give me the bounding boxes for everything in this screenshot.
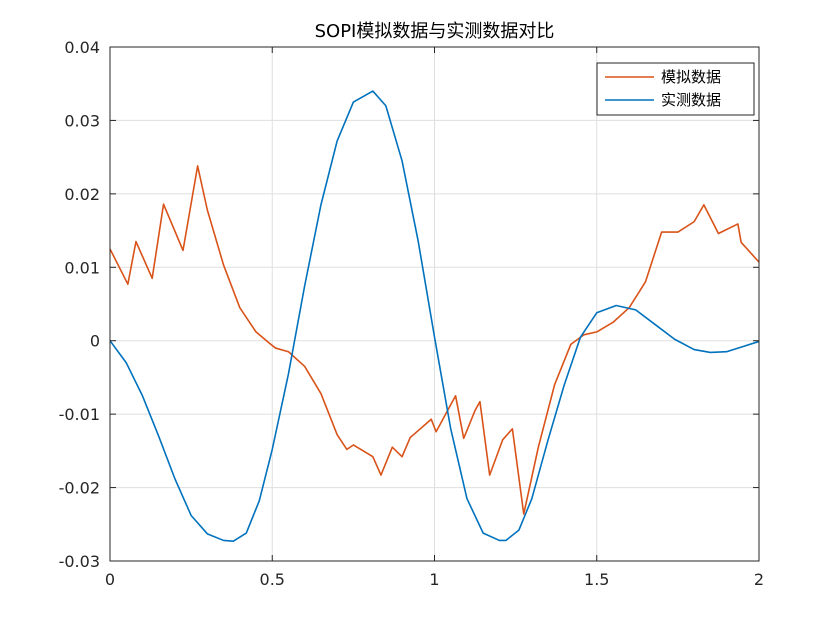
y-tick-labels: -0.03 -0.02 -0.01 0 0.01 0.02 0.03 0.04	[59, 38, 100, 571]
y-tick-label: -0.03	[59, 552, 100, 571]
y-tick-label: 0.02	[64, 185, 100, 204]
legend: 模拟数据 实测数据	[596, 62, 755, 116]
series-line-simulated	[109, 165, 760, 515]
chart-title: SOPI模拟数据与实测数据对比	[315, 21, 555, 42]
series-lines	[109, 90, 760, 542]
x-tick-label: 0.5	[260, 570, 285, 589]
x-tick-label: 1	[429, 570, 439, 589]
series-line-measured	[109, 90, 760, 542]
legend-label-measured: 实测数据	[661, 91, 721, 109]
legend-label-simulated: 模拟数据	[661, 68, 721, 86]
y-tick-label: 0.01	[64, 258, 100, 277]
x-tick-labels: 0 0.5 1 1.5 2	[105, 570, 764, 589]
x-tick-label: 2	[754, 570, 764, 589]
y-tick-label: 0	[90, 332, 100, 351]
x-tick-label: 0	[105, 570, 115, 589]
legend-box	[596, 62, 755, 116]
x-tick-label: 1.5	[584, 570, 609, 589]
y-tick-label: 0.03	[64, 111, 100, 130]
y-tick-label: 0.04	[64, 38, 100, 57]
y-tick-label: -0.02	[59, 479, 100, 498]
y-tick-label: -0.01	[59, 405, 100, 424]
axis-ticks	[109, 46, 760, 562]
